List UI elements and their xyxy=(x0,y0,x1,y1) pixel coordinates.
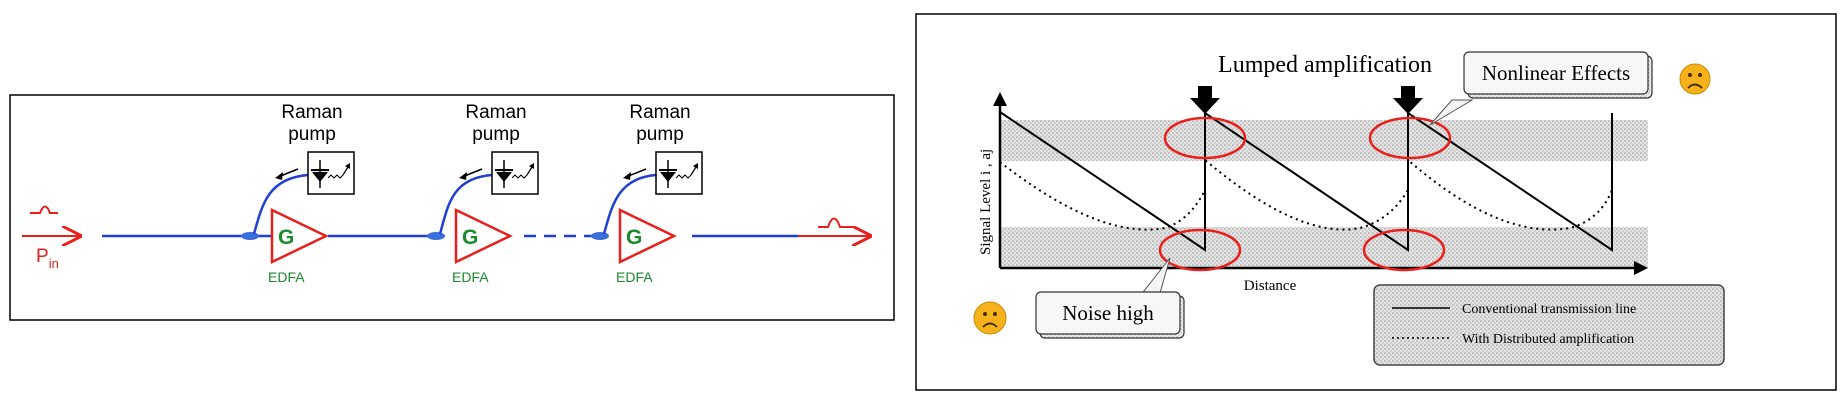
amp-gain-symbol: G xyxy=(278,226,294,249)
legend: Conventional transmission line With Dist… xyxy=(1373,284,1725,366)
pump-fiber xyxy=(252,173,309,235)
high-level-band xyxy=(1000,120,1648,161)
lumped-arrow-2 xyxy=(1393,86,1423,114)
raman-pump-label-3a: Raman xyxy=(629,102,690,123)
distributed-signal-line xyxy=(999,157,1613,231)
sad-face-icon xyxy=(973,301,1007,335)
laser-diode-icon xyxy=(311,160,350,188)
legend-item-distributed: With Distributed amplification xyxy=(1462,332,1634,347)
wdm-coupler xyxy=(591,232,609,240)
edfa-label: EDFA xyxy=(452,269,489,285)
edfa-triangle xyxy=(454,208,513,264)
amplifier-stage-3: G EDFA Raman pump xyxy=(591,102,703,285)
laser-diode-icon xyxy=(659,160,698,188)
legend-item-conventional: Conventional transmission line xyxy=(1462,302,1636,317)
left-panel-frame xyxy=(9,94,895,321)
raman-pump-label-1b: pump xyxy=(288,124,336,145)
output-pulse-icon xyxy=(818,217,852,228)
edfa-label: EDFA xyxy=(616,269,653,285)
highlight-ellipse xyxy=(1362,228,1446,272)
highlight-ellipse xyxy=(1158,228,1242,272)
highlight-ellipse xyxy=(1368,116,1452,160)
raman-edfa-diagram: Pin G EDFA Raman xyxy=(9,94,895,321)
wdm-coupler xyxy=(427,232,445,240)
edfa-triangle xyxy=(270,208,329,264)
sad-face-icon xyxy=(1679,63,1711,95)
input-label: Pin xyxy=(36,246,59,271)
legend-box xyxy=(1373,284,1725,366)
x-axis-label: Distance xyxy=(1244,278,1297,294)
amp-gain-symbol: G xyxy=(626,226,642,249)
amplifier-stage-1: G EDFA Raman pump xyxy=(241,102,355,285)
low-level-band xyxy=(1000,227,1648,268)
raman-pump-label-2b: pump xyxy=(472,124,520,145)
pump-fiber xyxy=(602,173,657,235)
highlight-ellipse xyxy=(1163,116,1247,160)
edfa-label: EDFA xyxy=(268,269,305,285)
pump-fiber xyxy=(438,173,493,235)
raman-pump-label-1a: Raman xyxy=(281,102,342,123)
amplifier-stage-2: G EDFA Raman pump xyxy=(427,102,539,285)
amp-gain-symbol: G xyxy=(462,226,478,249)
input-pulse-icon xyxy=(30,205,58,214)
wdm-coupler xyxy=(241,232,259,240)
lumped-arrow-1 xyxy=(1190,86,1220,114)
lumped-amplification-label: Lumped amplification xyxy=(1218,52,1432,78)
raman-pump-label-2a: Raman xyxy=(465,102,526,123)
noise-high-label: Noise high xyxy=(1062,301,1154,325)
laser-diode-icon xyxy=(495,160,534,188)
signal-level-diagram: Lumped amplification Nonlinear Effects N… xyxy=(915,13,1837,391)
callout-pointer xyxy=(1429,99,1474,126)
y-axis-label: Signal Level i , aj xyxy=(978,149,994,255)
nonlinear-effects-label: Nonlinear Effects xyxy=(1482,61,1630,85)
raman-pump-label-3b: pump xyxy=(636,124,684,145)
conventional-signal-line xyxy=(999,111,1613,252)
edfa-triangle xyxy=(618,208,677,264)
